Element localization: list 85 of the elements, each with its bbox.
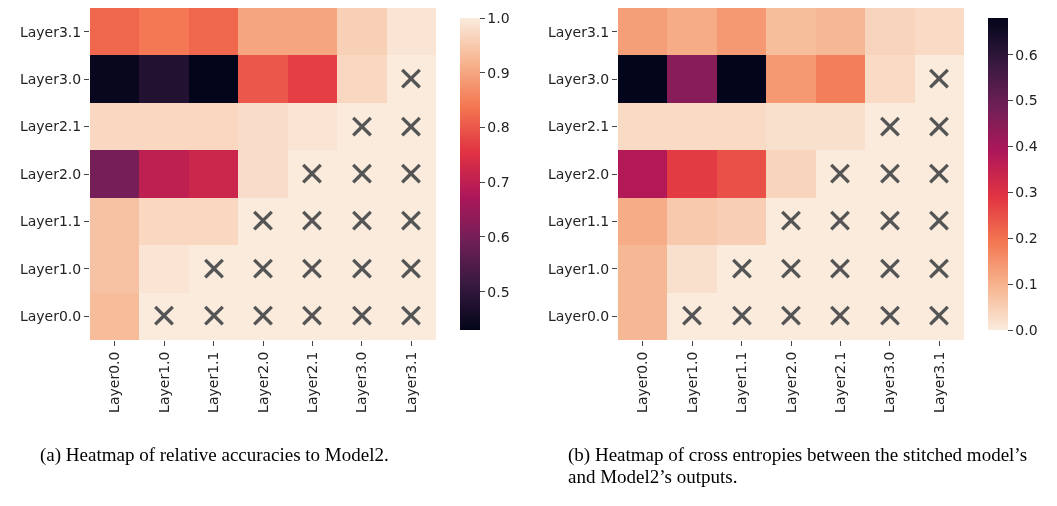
data-label: ✕ bbox=[248, 200, 278, 241]
y-tick-label: Layer2.1 bbox=[19, 118, 82, 135]
color-bar-label: 0.6 bbox=[1015, 46, 1038, 63]
x-tick-label: Layer0.0 bbox=[106, 351, 123, 413]
x-tick-label: Layer3.0 bbox=[353, 351, 370, 413]
data-label: ✕ bbox=[677, 295, 707, 336]
y-tick-label: Layer1.0 bbox=[19, 260, 82, 277]
data-label: ✕ bbox=[727, 295, 757, 336]
data-label: ✕ bbox=[199, 248, 229, 289]
data-label: ✕ bbox=[776, 295, 806, 336]
data-label: ✕ bbox=[825, 200, 855, 241]
data-label: ✕ bbox=[297, 248, 327, 289]
x-tick-label: Layer2.1 bbox=[831, 351, 848, 413]
x-tick-label: Layer2.1 bbox=[303, 351, 320, 413]
x-tick-label: Layer3.0 bbox=[881, 351, 898, 413]
data-label: ✕ bbox=[396, 200, 426, 241]
color-bar-label: 0.4 bbox=[1015, 138, 1038, 155]
text: (a) Heatmap of relative accuracies to Model2. bbox=[39, 443, 390, 466]
y-tick-label: Layer3.1 bbox=[547, 23, 610, 40]
data-label: ✕ bbox=[825, 248, 855, 289]
data-label: ✕ bbox=[875, 295, 905, 336]
data-label: ✕ bbox=[875, 153, 905, 194]
color-bar-label: 0.5 bbox=[487, 283, 510, 300]
data-label: ✕ bbox=[776, 248, 806, 289]
x-tick-label: Layer2.0 bbox=[782, 351, 799, 413]
data-label: ✕ bbox=[396, 295, 426, 336]
y-tick-label: Layer2.0 bbox=[19, 165, 82, 182]
data-label: ✕ bbox=[924, 153, 954, 194]
data-label: ✕ bbox=[875, 248, 905, 289]
x-tick-label: Layer3.1 bbox=[930, 351, 947, 413]
color-bar-label: 0.6 bbox=[487, 228, 510, 245]
x-tick-label: Layer1.0 bbox=[683, 351, 700, 413]
data-label: ✕ bbox=[396, 58, 426, 99]
data-label: ✕ bbox=[825, 295, 855, 336]
data-label: ✕ bbox=[924, 200, 954, 241]
data-label: ✕ bbox=[924, 295, 954, 336]
text: (b) Heatmap of cross entropies between the stitched model’s and Model2’s outputs. bbox=[567, 443, 1029, 488]
data-label: ✕ bbox=[347, 248, 377, 289]
x-tick-label: Layer3.1 bbox=[402, 351, 419, 413]
color-bar-label: 0.3 bbox=[1015, 184, 1038, 201]
y-tick-label: Layer2.0 bbox=[547, 165, 610, 182]
y-tick-label: Layer0.0 bbox=[547, 308, 610, 325]
data-label: ✕ bbox=[297, 200, 327, 241]
data-label: ✕ bbox=[347, 295, 377, 336]
x-tick-label: Layer1.0 bbox=[155, 351, 172, 413]
color-bar-label: 0.1 bbox=[1015, 276, 1038, 293]
y-tick-label: Layer3.0 bbox=[547, 71, 610, 88]
data-label: ✕ bbox=[396, 248, 426, 289]
data-label: ✕ bbox=[825, 153, 855, 194]
data-label: ✕ bbox=[347, 200, 377, 241]
y-tick-label: Layer1.0 bbox=[547, 260, 610, 277]
color-bar-label: 0.0 bbox=[1015, 321, 1038, 338]
data-label: ✕ bbox=[924, 106, 954, 147]
data-label: ✕ bbox=[149, 295, 179, 336]
data-label: ✕ bbox=[776, 200, 806, 241]
data-label: ✕ bbox=[396, 106, 426, 147]
color-bar-label: 0.7 bbox=[487, 174, 510, 191]
data-label: ✕ bbox=[347, 153, 377, 194]
data-label: ✕ bbox=[297, 153, 327, 194]
data-label: ✕ bbox=[924, 248, 954, 289]
color-bar-label: 0.8 bbox=[487, 119, 510, 136]
data-label: ✕ bbox=[199, 295, 229, 336]
color-bar-label: 1.0 bbox=[487, 9, 510, 26]
x-tick-label: Layer1.1 bbox=[205, 351, 222, 413]
y-tick-label: Layer0.0 bbox=[19, 308, 82, 325]
y-tick-label: Layer3.0 bbox=[19, 71, 82, 88]
y-tick-label: Layer2.1 bbox=[547, 118, 610, 135]
data-label: ✕ bbox=[727, 248, 757, 289]
x-tick-label: Layer2.0 bbox=[254, 351, 271, 413]
color-bar-label: 0.5 bbox=[1015, 92, 1038, 109]
data-label: ✕ bbox=[297, 295, 327, 336]
y-tick-label: Layer1.1 bbox=[547, 213, 610, 230]
color-bar-label: 0.9 bbox=[487, 64, 510, 81]
data-label: ✕ bbox=[248, 295, 278, 336]
data-label: ✕ bbox=[396, 153, 426, 194]
y-tick-label: Layer1.1 bbox=[19, 213, 82, 230]
x-tick-label: Layer0.0 bbox=[634, 351, 651, 413]
data-label: ✕ bbox=[924, 58, 954, 99]
data-label: ✕ bbox=[875, 200, 905, 241]
y-tick-label: Layer3.1 bbox=[19, 23, 82, 40]
data-label: ✕ bbox=[347, 106, 377, 147]
data-label: ✕ bbox=[875, 106, 905, 147]
data-label: ✕ bbox=[248, 248, 278, 289]
x-tick-label: Layer1.1 bbox=[733, 351, 750, 413]
color-bar-label: 0.2 bbox=[1015, 230, 1038, 247]
